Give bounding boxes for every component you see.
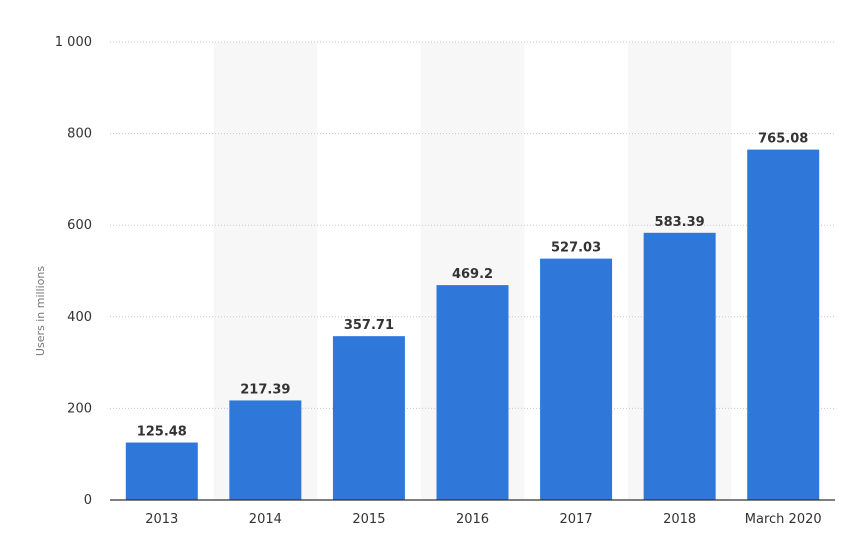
y-tick-label: 400 [67, 310, 92, 325]
data-label: 217.39 [240, 382, 290, 397]
bars [125, 149, 820, 500]
x-tick-label: 2015 [352, 512, 385, 527]
y-tick-label: 800 [67, 127, 92, 142]
x-axis-ticks: 2013 2014 2015 2016 2017 2018 March 2020 [145, 512, 821, 527]
x-tick-label: 2014 [249, 512, 282, 527]
x-tick-label: 2013 [145, 512, 178, 527]
data-label: 527.03 [551, 241, 601, 256]
x-tick-label: March 2020 [745, 512, 822, 527]
y-tick-label: 0 [84, 493, 92, 508]
bar [540, 258, 613, 500]
data-label: 583.39 [655, 215, 705, 230]
data-label: 469.2 [452, 267, 493, 282]
bar [229, 400, 302, 500]
bar [436, 285, 509, 500]
data-label: 765.08 [758, 132, 808, 147]
bar [643, 232, 716, 500]
data-label: 357.71 [344, 318, 394, 333]
y-axis-ticks: 0 200 400 600 800 1 000 [55, 35, 92, 508]
data-labels: 125.48 217.39 357.71 469.2 527.03 583.39 765.0… [137, 132, 809, 440]
y-tick-label: 600 [67, 218, 92, 233]
bar [747, 149, 820, 500]
y-tick-label: 1 000 [55, 35, 92, 50]
data-label: 125.48 [137, 425, 187, 440]
x-tick-label: 2017 [560, 512, 593, 527]
x-tick-label: 2018 [663, 512, 696, 527]
x-tick-label: 2016 [456, 512, 489, 527]
bar [125, 442, 198, 500]
y-tick-label: 200 [67, 401, 92, 416]
y-axis-label: Users in millions [34, 266, 47, 356]
bar [332, 336, 405, 500]
